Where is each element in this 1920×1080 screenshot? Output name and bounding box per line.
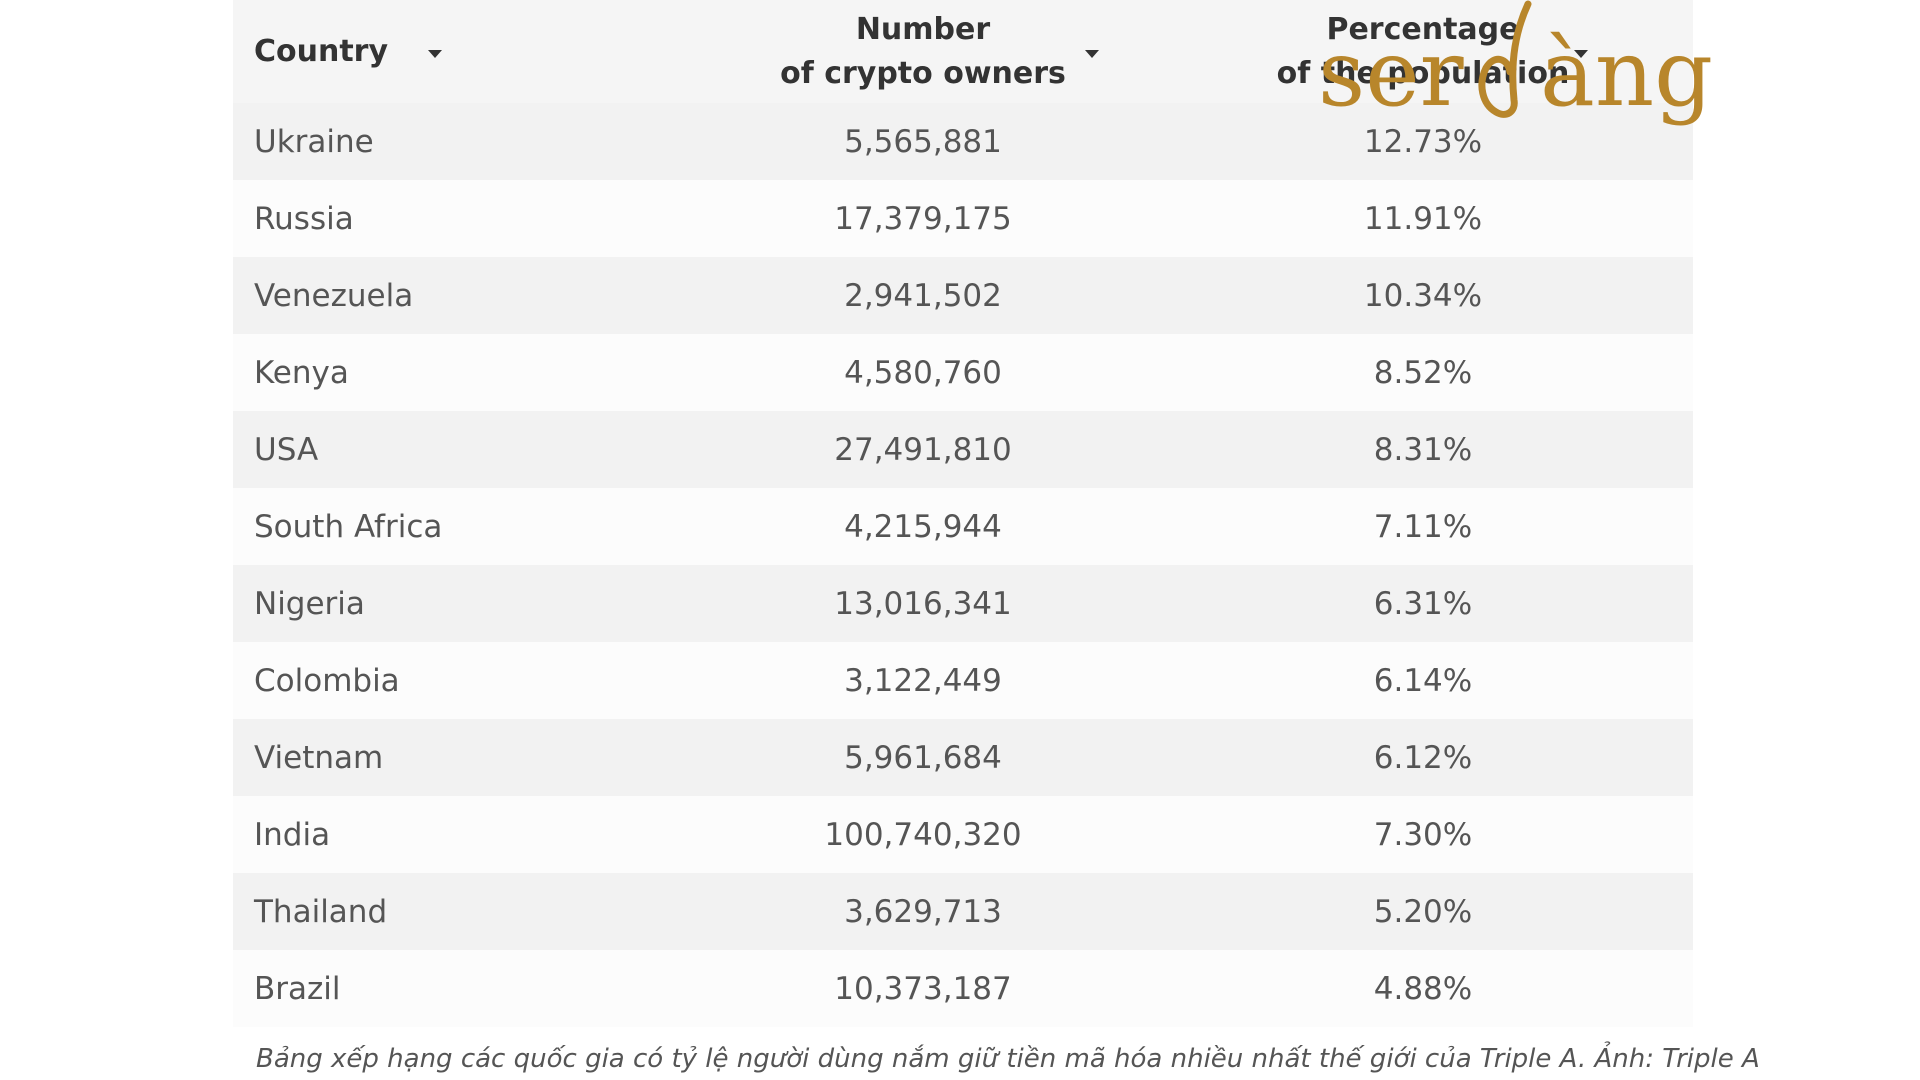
cell-crypto-owners: 17,379,175: [834, 200, 1012, 237]
column-header-percentage[interactable]: Percentage of the population: [1153, 0, 1693, 103]
table-row: Russia 17,379,175 11.91%: [233, 180, 1693, 257]
cell-crypto-owners: 10,373,187: [834, 970, 1012, 1007]
cell-percentage: 4.88%: [1373, 970, 1473, 1007]
sort-caret-down-icon[interactable]: [428, 50, 442, 58]
cell-crypto-owners: 27,491,810: [834, 431, 1012, 468]
table-row: Nigeria 13,016,341 6.31%: [233, 565, 1693, 642]
cell-crypto-owners: 3,629,713: [844, 893, 1002, 930]
cell-percentage: 6.31%: [1373, 585, 1473, 622]
cell-country: Vietnam: [254, 739, 384, 776]
cell-crypto-owners: 5,961,684: [844, 739, 1002, 776]
cell-country: Thailand: [254, 893, 388, 930]
table-row: Venezuela 2,941,502 10.34%: [233, 257, 1693, 334]
cell-country: Nigeria: [254, 585, 365, 622]
table-header-row: Country Number of crypto owners Percenta…: [233, 0, 1693, 103]
cell-percentage: 10.34%: [1363, 277, 1483, 314]
logo-leaf-mark-icon: [1478, 0, 1532, 118]
logo-text-right: àng: [1540, 20, 1713, 127]
cell-crypto-owners: 13,016,341: [834, 585, 1012, 622]
cell-country: Russia: [254, 200, 354, 237]
sort-caret-down-icon[interactable]: [1085, 50, 1099, 58]
cell-crypto-owners: 100,740,320: [824, 816, 1022, 853]
cell-percentage: 12.73%: [1363, 123, 1483, 160]
sort-caret-down-icon[interactable]: [1574, 50, 1588, 58]
table-row: India 100,740,320 7.30%: [233, 796, 1693, 873]
table-row: Ukraine 5,565,881 12.73%: [233, 103, 1693, 180]
cell-crypto-owners: 3,122,449: [844, 662, 1002, 699]
image-caption: Bảng xếp hạng các quốc gia có tỷ lệ ngườ…: [256, 1044, 1760, 1074]
column-header-owners-line1: Number: [855, 11, 991, 47]
column-header-country[interactable]: Country: [233, 0, 693, 103]
table-row: USA 27,491,810 8.31%: [233, 411, 1693, 488]
seovang-logo: ser àng: [1318, 0, 1713, 130]
cell-crypto-owners: 4,215,944: [844, 508, 1002, 545]
logo-text-left: ser: [1318, 20, 1464, 127]
cell-country: Ukraine: [254, 123, 374, 160]
table-row: Brazil 10,373,187 4.88%: [233, 950, 1693, 1027]
cell-country: Brazil: [254, 970, 341, 1007]
cell-crypto-owners: 5,565,881: [844, 123, 1002, 160]
cell-percentage: 8.31%: [1373, 431, 1473, 468]
cell-country: USA: [254, 431, 319, 468]
column-header-country-label: Country: [254, 33, 389, 69]
table-row: Colombia 3,122,449 6.14%: [233, 642, 1693, 719]
cell-percentage: 11.91%: [1363, 200, 1483, 237]
column-header-percentage-line2: of the population: [1276, 55, 1570, 91]
column-header-owners[interactable]: Number of crypto owners: [693, 0, 1153, 103]
cell-country: Colombia: [254, 662, 400, 699]
cell-country: India: [254, 816, 331, 853]
crypto-ownership-table-container: Country Number of crypto owners Percenta…: [233, 0, 1693, 1027]
cell-crypto-owners: 4,580,760: [844, 354, 1002, 391]
cell-percentage: 6.14%: [1373, 662, 1473, 699]
cell-percentage: 6.12%: [1373, 739, 1473, 776]
column-header-owners-line2: of crypto owners: [780, 55, 1066, 91]
cell-crypto-owners: 2,941,502: [844, 277, 1002, 314]
table-row: Vietnam 5,961,684 6.12%: [233, 719, 1693, 796]
cell-country: South Africa: [254, 508, 443, 545]
table-row: South Africa 4,215,944 7.11%: [233, 488, 1693, 565]
cell-percentage: 7.11%: [1373, 508, 1473, 545]
column-header-percentage-line1: Percentage: [1326, 11, 1520, 47]
cell-percentage: 8.52%: [1373, 354, 1473, 391]
cell-percentage: 7.30%: [1373, 816, 1473, 853]
crypto-ownership-table: Country Number of crypto owners Percenta…: [233, 0, 1693, 1027]
cell-percentage: 5.20%: [1373, 893, 1473, 930]
table-body: Ukraine 5,565,881 12.73% Russia 17,379,175 11…: [233, 103, 1693, 1027]
table-row: Thailand 3,629,713 5.20%: [233, 873, 1693, 950]
table-row: Kenya 4,580,760 8.52%: [233, 334, 1693, 411]
cell-country: Venezuela: [254, 277, 414, 314]
cell-country: Kenya: [254, 354, 349, 391]
